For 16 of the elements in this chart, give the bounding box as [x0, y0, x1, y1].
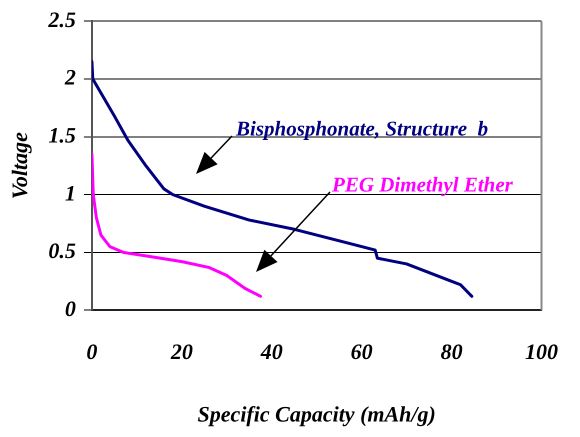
x-tick-label: 100 [525, 339, 558, 364]
text: PEG Dimethyl Ether [331, 172, 514, 196]
x-tick-label: 60 [350, 339, 373, 364]
x-tick-label: 80 [440, 339, 463, 364]
x-tick-label: 0 [86, 339, 98, 364]
text: Bisphosphonate, Structure b [235, 116, 488, 140]
y-tick-label: 0 [64, 296, 76, 321]
x-axis-title: Specific Capacity (mAh/g) [198, 401, 436, 426]
y-axis-title: Voltage [6, 132, 32, 200]
y-tick-label: 2 [64, 64, 76, 90]
y-tick-label: 0.5 [48, 238, 76, 264]
x-tick-label: 20 [170, 339, 193, 364]
y-tick-label: 1 [64, 180, 76, 206]
x-tick-label: 40 [260, 339, 283, 364]
y-tick-label: 1.5 [48, 122, 76, 148]
y-tick-label: 2.5 [47, 6, 76, 32]
